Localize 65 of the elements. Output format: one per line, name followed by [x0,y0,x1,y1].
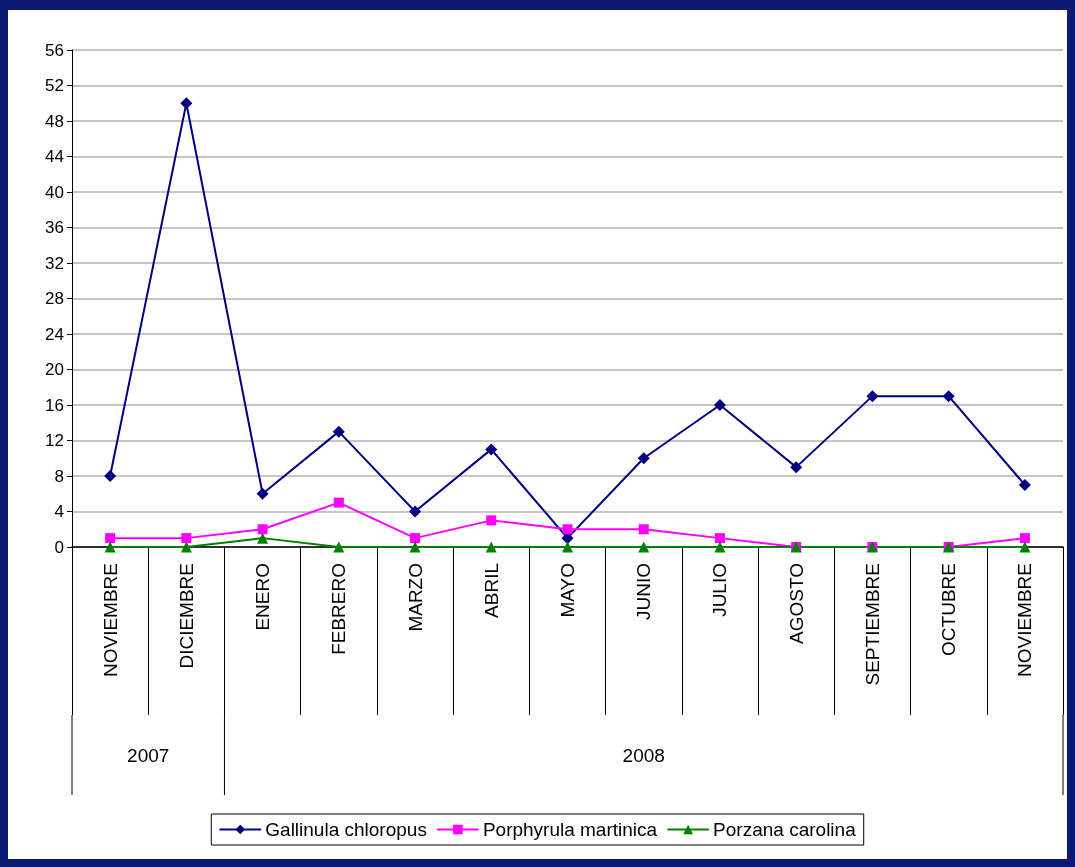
point [1018,478,1031,491]
y-tick-label: 4 [54,502,64,521]
y-tick-label: 0 [54,537,64,557]
x-tick-label: DICIEMBRE [175,563,197,669]
x-tick-label: SEPTIEMBRE [861,563,883,686]
y-tick-label: 28 [45,289,64,308]
point [562,524,573,535]
x-tick-label: OCTUBRE [938,563,960,656]
point [257,524,268,535]
point [332,425,345,438]
y-tick-label: 24 [45,324,64,344]
point [257,532,269,544]
x-tick-label: MARZO [404,563,426,632]
point [333,541,345,553]
point [562,541,573,553]
point [714,533,725,544]
y-tick-label: 56 [45,40,64,60]
y-tick-label: 12 [45,431,64,450]
point [409,541,421,553]
y-tick-label: 32 [45,253,64,273]
point [866,390,879,403]
point [714,541,726,553]
point [104,541,116,553]
legend-label: Porzana carolina [713,819,857,840]
y-tick-label: 48 [45,111,64,131]
point [790,461,803,474]
y-tick-label: 36 [45,218,64,237]
y-tick-label: 16 [45,395,64,415]
point [485,541,497,553]
point [638,541,650,553]
legend-label: Gallinula chloropus [265,819,427,840]
point [1019,533,1030,544]
point [1019,541,1031,553]
x-tick-label: ENERO [252,563,274,631]
point [713,399,726,411]
x-tick-label: ABRIL [480,563,502,618]
x-tick-label: MAYO [557,563,578,618]
point [180,541,192,553]
point [637,452,650,465]
point [638,524,649,535]
y-tick-label: 44 [45,147,64,166]
point [410,533,421,544]
point [942,390,955,403]
x-tick-label: NOVIEMBRE [99,563,121,678]
text: 2007 [127,744,170,766]
y-tick-label: 8 [54,466,64,486]
x-tick-label: FEBRERO [328,563,350,655]
point [104,470,117,482]
point [409,505,422,518]
legend-label: Porphyrula martinica [482,819,658,840]
point [485,443,498,456]
point [180,97,193,110]
point [105,533,116,544]
x-tick-label: NOVIEMBRE [1014,563,1036,678]
y-tick-label: 52 [45,76,64,95]
point [256,487,269,500]
text: 2008 [622,744,665,766]
x-tick-label: JULIO [709,563,731,617]
point [486,515,497,526]
point [333,497,344,508]
x-tick-label: AGOSTO [785,563,807,644]
y-tick-label: 20 [45,360,64,379]
point [181,533,192,544]
x-tick-label: JUNIO [633,563,655,620]
y-tick-label: 40 [45,182,64,202]
